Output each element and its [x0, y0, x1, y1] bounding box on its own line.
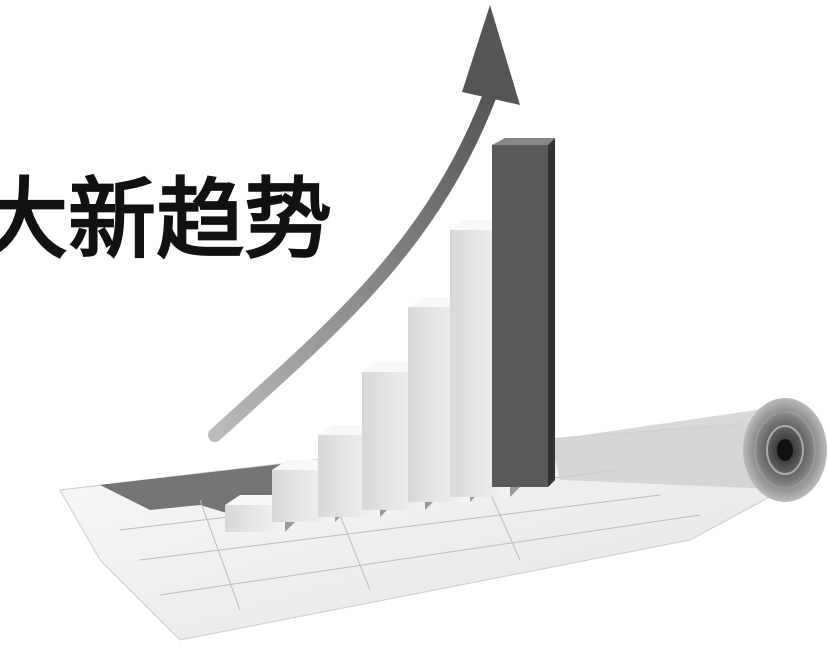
- arrow: [208, 5, 520, 442]
- bars: [225, 138, 555, 532]
- paper-sheet: [59, 405, 821, 641]
- bar-7: [492, 138, 555, 487]
- paper-roll: [743, 398, 827, 502]
- headline: 大新趋势: [0, 167, 332, 271]
